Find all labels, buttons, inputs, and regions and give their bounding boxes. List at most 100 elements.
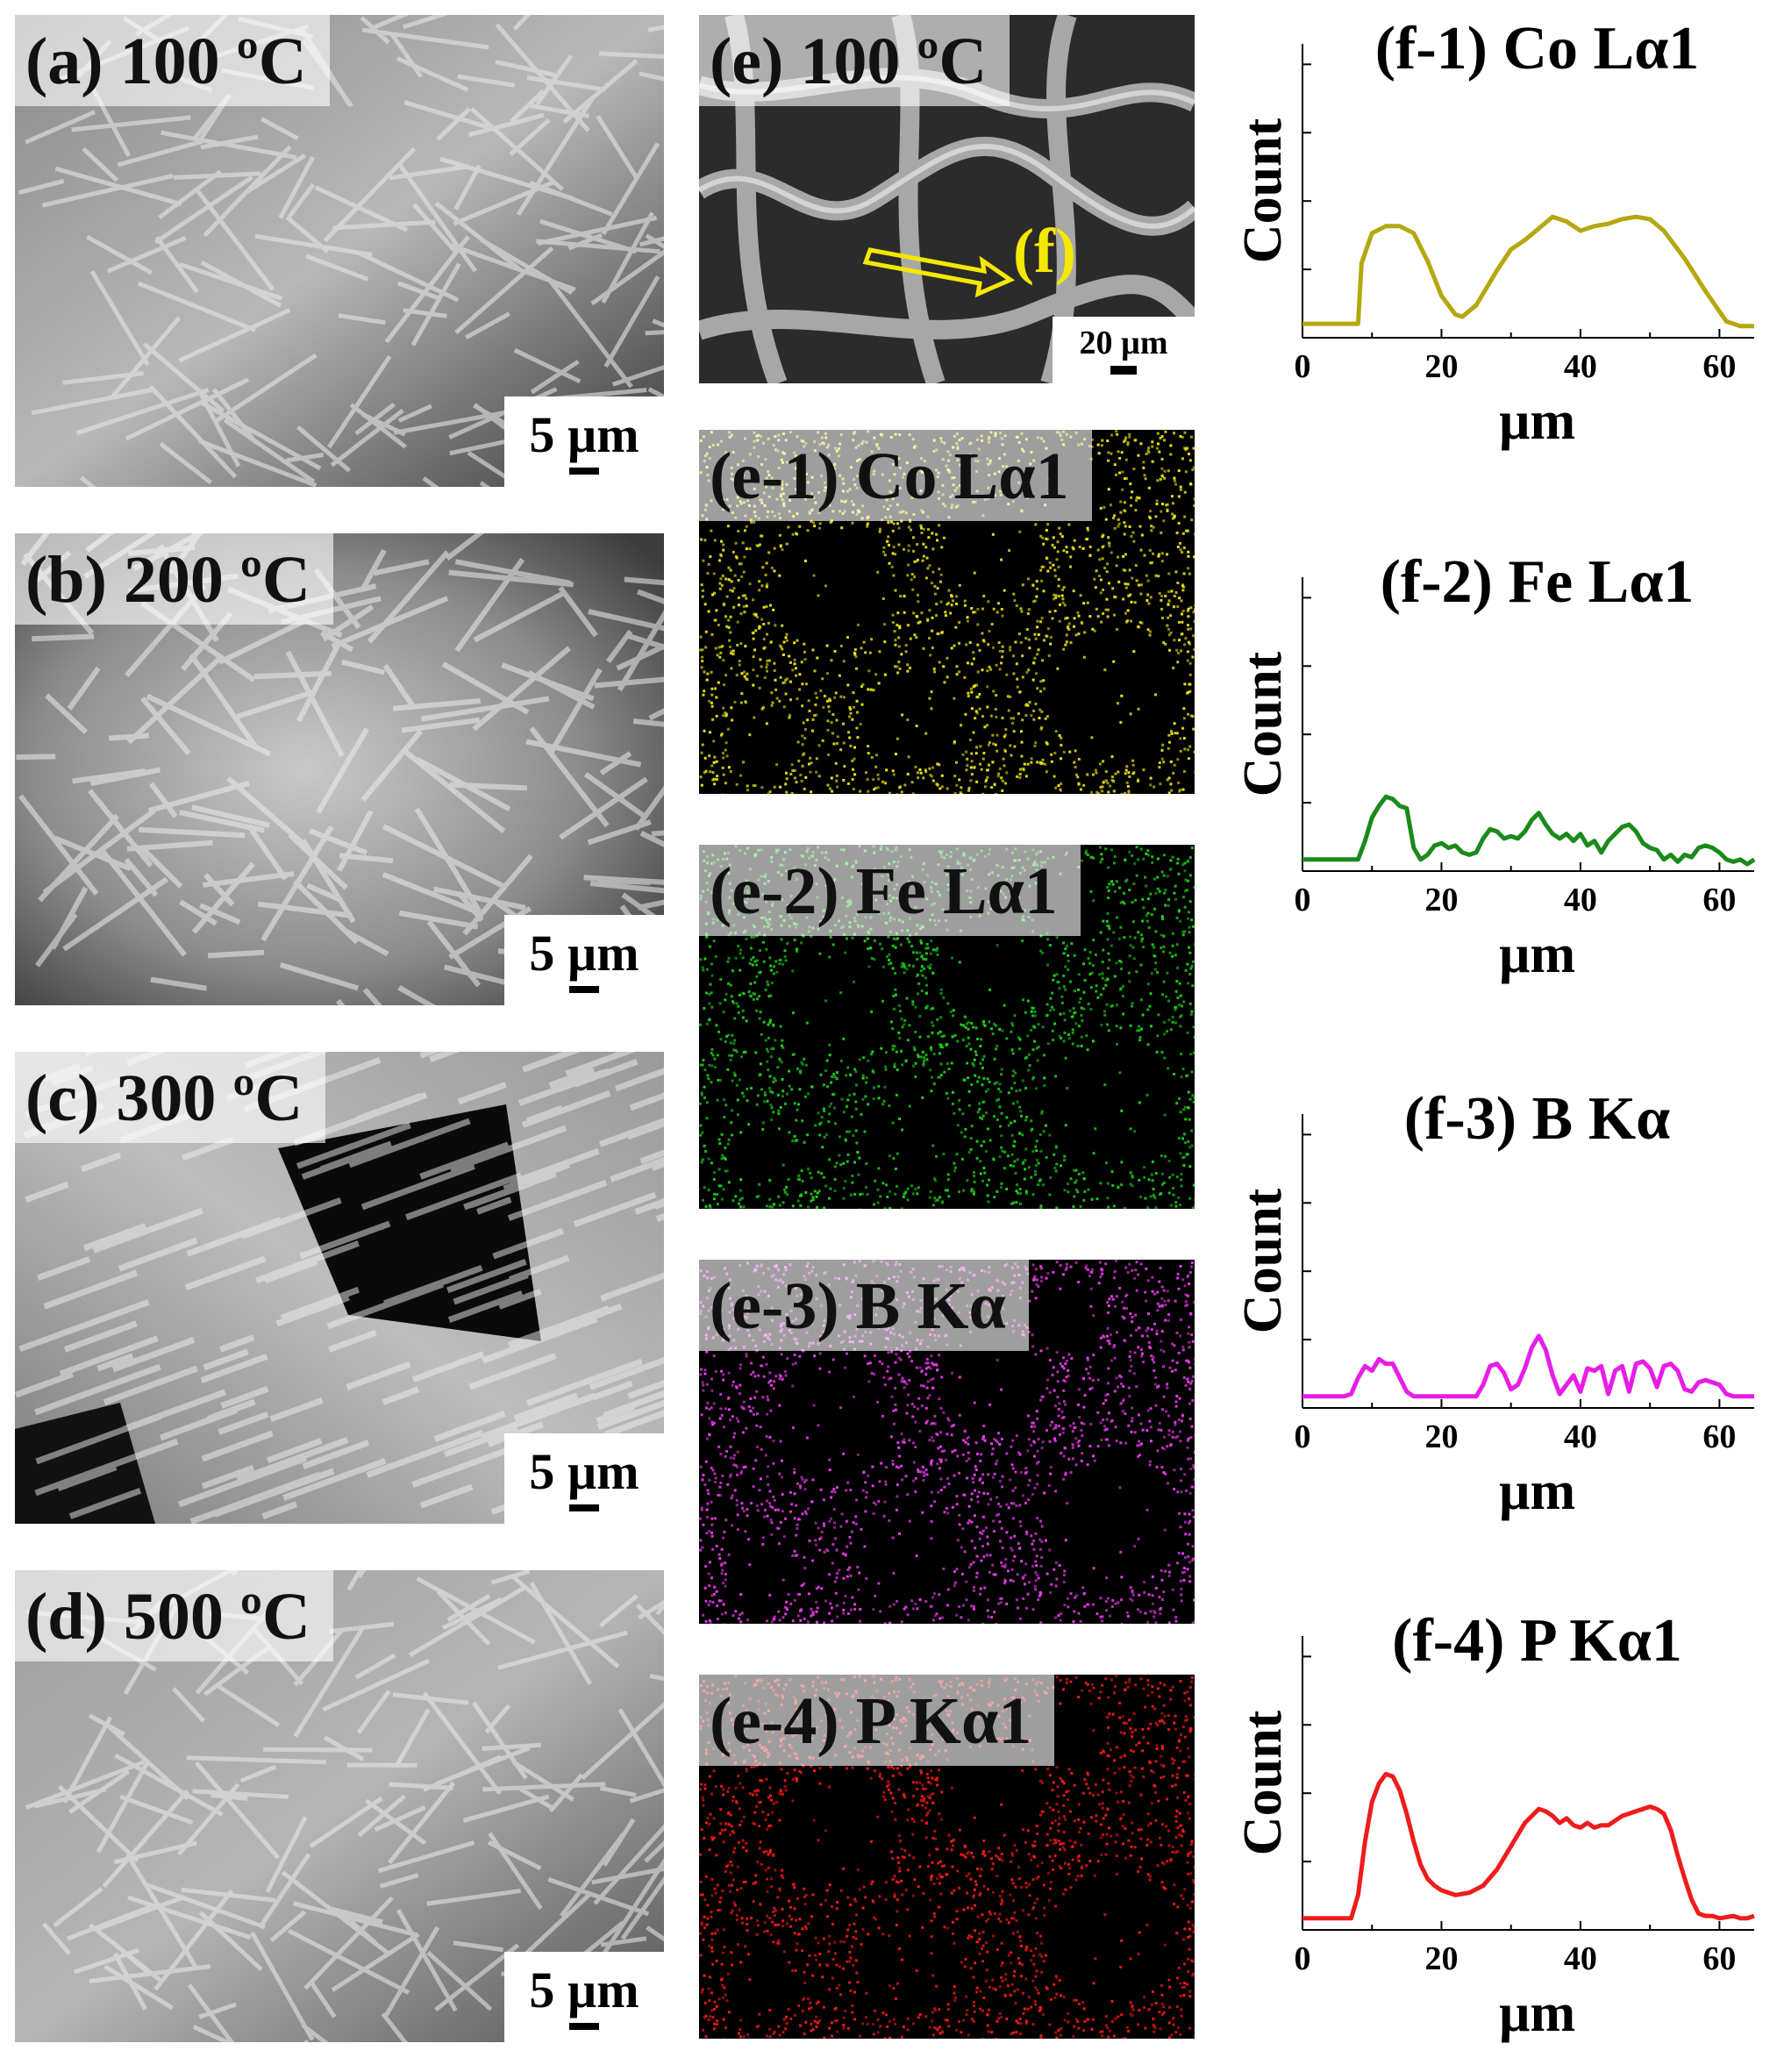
sem-flake [606, 629, 633, 664]
eds-dot [1097, 792, 1101, 794]
eds-dot [926, 1035, 930, 1039]
eds-dot [1158, 1280, 1161, 1283]
eds-dot [922, 554, 925, 558]
eds-dot [926, 619, 930, 623]
eds-dot [1012, 1069, 1016, 1073]
eds-dot [917, 1055, 920, 1059]
eds-dot [848, 1535, 852, 1539]
eds-dot [1147, 451, 1151, 454]
eds-dot [1099, 1336, 1103, 1340]
eds-dot [898, 1454, 902, 1458]
eds-dot [803, 1095, 807, 1098]
eds-dot [949, 1010, 953, 1013]
eds-dot [1053, 751, 1057, 754]
eds-dot [1150, 1173, 1153, 1176]
eds-dot [1085, 1368, 1088, 1371]
sem-flake [203, 145, 292, 238]
sem-flake [626, 632, 664, 650]
eds-dot [943, 1511, 946, 1514]
eds-dot [1171, 502, 1174, 505]
eds-dot [1017, 1542, 1020, 1546]
eds-dot [1036, 1483, 1039, 1486]
eds-dot [1017, 712, 1020, 716]
eds-dot [811, 718, 815, 721]
sem-flake [198, 2002, 237, 2019]
eds-dot [1103, 1013, 1107, 1017]
eds-dot [715, 609, 718, 612]
eds-dot [1046, 538, 1049, 541]
eds-dot [1181, 726, 1185, 730]
sem-flake [82, 1223, 146, 1252]
eds-dot [765, 1204, 768, 1208]
eds-dot [796, 1108, 799, 1111]
eds-dot [1124, 553, 1127, 556]
sem-label-b: (b) 200 ºC [15, 533, 333, 625]
eds-dot [1160, 598, 1163, 602]
eds-dot [750, 947, 753, 950]
eds-dot [1188, 925, 1191, 929]
eds-dot [774, 624, 777, 627]
eds-dot [810, 934, 813, 938]
eds-dot [1160, 607, 1164, 611]
eds-dot [1069, 555, 1073, 559]
eds-dot [1172, 1186, 1175, 1190]
eds-dot [953, 1169, 957, 1173]
eds-dot [768, 1197, 772, 1201]
eds-dot [1088, 1445, 1092, 1448]
eds-dot [913, 560, 917, 563]
eds-dot [724, 1578, 727, 1582]
sem-flake [419, 1483, 474, 1509]
eds-dot [710, 670, 713, 674]
eds-dot [1177, 1351, 1181, 1354]
eds-dot [981, 1058, 985, 1061]
eds-dot [846, 1098, 850, 1102]
eds-dot [829, 699, 832, 703]
eds-dot [849, 708, 853, 711]
eds-dot [950, 1425, 953, 1428]
eds-dot [796, 947, 799, 951]
eds-dot [1138, 1326, 1141, 1330]
eds-dot [729, 589, 732, 592]
eds-dot [897, 661, 901, 664]
eds-dot [1036, 653, 1039, 656]
eds-dot [746, 789, 750, 792]
eds-dot [940, 774, 944, 777]
eds-dot [833, 1190, 837, 1193]
eds-dot [963, 1078, 967, 1082]
eds-dot [1175, 648, 1179, 652]
eds-dot [946, 1178, 950, 1182]
eds-dot [1108, 544, 1111, 547]
eds-dot [853, 746, 857, 749]
eds-dot [984, 1149, 988, 1153]
eds-dot [786, 1193, 789, 1197]
eds-dot [887, 521, 890, 525]
eds-dot [1149, 992, 1153, 996]
eds-dot [846, 1160, 849, 1163]
eds-dot [872, 1071, 875, 1075]
sem-flake [300, 839, 356, 924]
sem-flake [140, 696, 191, 756]
eds-dot [753, 784, 757, 788]
eds-dot [763, 1100, 767, 1104]
eds-dot [826, 728, 830, 732]
eds-dot [828, 1104, 831, 1108]
eds-dot [715, 760, 718, 763]
eds-dot [756, 615, 760, 618]
eds-dot [991, 1475, 995, 1479]
eds-dot [784, 1612, 788, 1616]
eds-dot [796, 1139, 799, 1142]
eds-dot [1181, 551, 1184, 554]
eds-dot [919, 771, 923, 775]
eds-dot [717, 1030, 721, 1033]
eds-dot [1116, 702, 1119, 705]
eds-dot [856, 623, 860, 626]
sem-flake [394, 1708, 431, 1768]
eds-dot [979, 1160, 982, 1163]
eds-dot [731, 969, 734, 973]
eds-dot [970, 707, 974, 711]
eds-dot [894, 971, 897, 975]
eds-dot [1052, 978, 1055, 982]
eds-dot [1089, 986, 1093, 990]
eds-dot [1104, 1609, 1108, 1612]
scale-bar-b: 5 µm [504, 915, 664, 1005]
